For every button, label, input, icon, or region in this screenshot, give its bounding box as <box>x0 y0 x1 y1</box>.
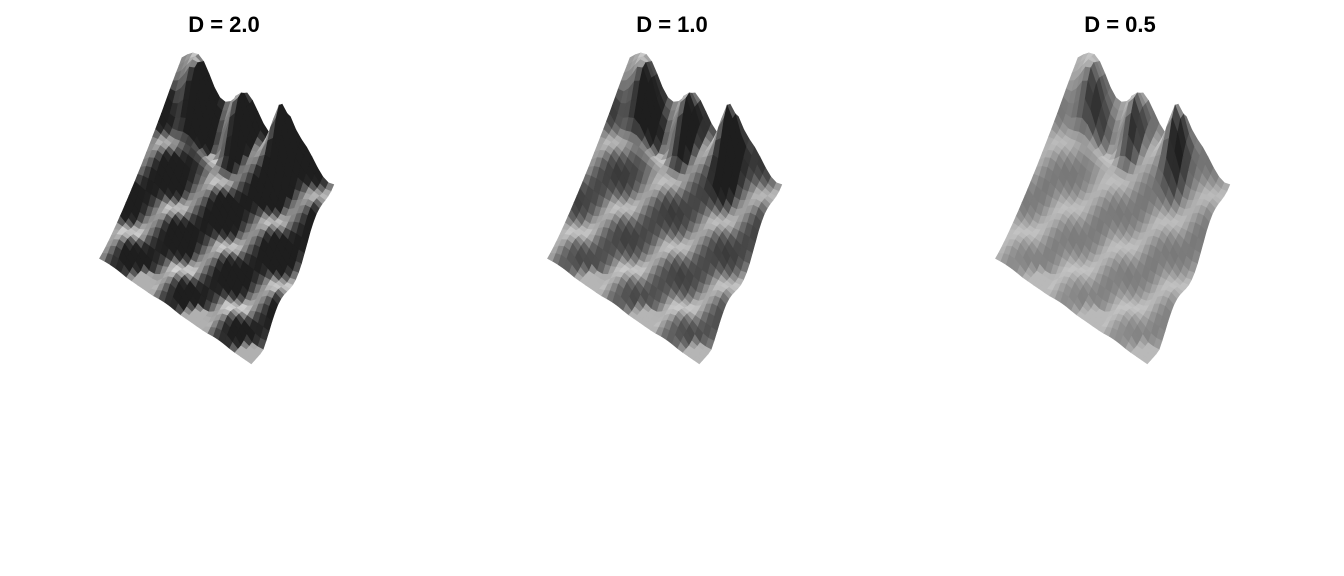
panel-title: D = 2.0 <box>188 12 260 37</box>
panel-title: D = 1.0 <box>636 12 708 37</box>
surface-plot <box>99 52 335 365</box>
surface-plot <box>995 52 1231 365</box>
panel-d-2-0: D = 2.0 <box>0 0 448 576</box>
panel-d-0-5: D = 0.5 <box>896 0 1344 576</box>
panel-d-1-0: D = 1.0 <box>448 0 896 576</box>
panel-title: D = 0.5 <box>1084 12 1156 37</box>
surface-facet <box>693 356 703 365</box>
surface-facet <box>245 356 255 365</box>
surface-plot <box>547 52 783 365</box>
surface-facet <box>1141 356 1151 365</box>
